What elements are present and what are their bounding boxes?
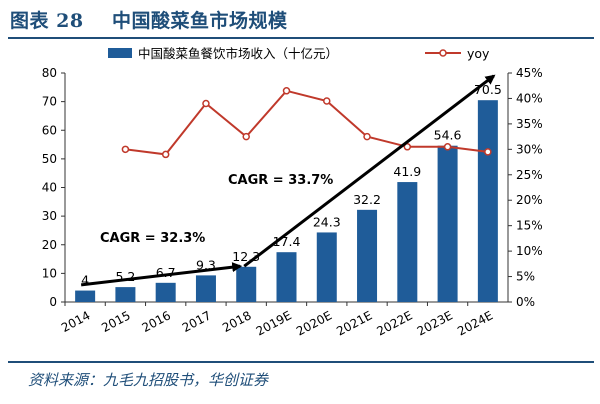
chart-legend: 中国酸菜鱼餐饮市场收入（十亿元） yoy [108, 46, 490, 61]
left-tick-label: 60 [42, 123, 57, 137]
bar-series [75, 100, 498, 302]
chart-title-text: 中国酸菜鱼市场规模 [112, 10, 288, 32]
x-tick-label: 2024E [455, 308, 495, 338]
yoy-point [202, 99, 210, 108]
bar [437, 145, 458, 302]
yoy-point [363, 132, 371, 141]
left-tick-label: 30 [42, 209, 57, 223]
yoy-point [403, 143, 412, 151]
x-tick-label: 2019E [254, 308, 294, 338]
right-tick-label: 0% [516, 295, 535, 309]
x-tick-label: 2020E [294, 308, 334, 338]
yoy-line [125, 89, 488, 156]
legend-line-label: yoy [467, 46, 490, 61]
right-tick-label: 40% [516, 91, 543, 105]
x-tick-label: 2015 [99, 308, 133, 335]
cagr-annotations: CAGR = 32.3% CAGR = 33.7% [80, 74, 496, 287]
bar-value-label: 32.2 [353, 192, 381, 207]
yoy-point [242, 132, 250, 141]
x-tick-label: 2022E [374, 308, 414, 338]
bar-value-label: 24.3 [313, 214, 341, 229]
source-note: 资料来源：九毛九招股书，华创证券 [28, 371, 269, 389]
bar [75, 290, 96, 302]
bar [115, 287, 136, 302]
bar [155, 282, 176, 302]
left-tick-label: 40 [42, 181, 57, 195]
bar [357, 209, 378, 302]
left-tick-label: 70 [42, 95, 57, 109]
yoy-series [121, 87, 492, 159]
legend-bar-label: 中国酸菜鱼餐饮市场收入（十亿元） [138, 46, 338, 61]
left-tick-label: 10 [42, 266, 57, 280]
bar-value-label: 41.9 [393, 164, 421, 179]
cagr-label: CAGR = 33.7% [228, 173, 333, 188]
bar [397, 182, 418, 302]
bar-value-label: 4 [81, 273, 89, 288]
chart-axes: 0 10 20 30 40 50 60 70 80 0% 5% 10% 15% 20% 25% 30% 35% 4… [42, 66, 543, 339]
left-tick-label: 20 [42, 238, 57, 252]
chart-title-label: 图表 28 [10, 10, 84, 32]
right-tick-label: 25% [516, 168, 543, 182]
yoy-point [323, 97, 331, 105]
chart-title: 图表 28 中国酸菜鱼市场规模 [10, 6, 288, 33]
x-tick-label: 2016 [140, 308, 174, 335]
yoy-point [484, 148, 492, 156]
cagr-arrow [80, 262, 243, 287]
x-tick-label: 2017 [180, 308, 214, 335]
right-tick-label: 20% [516, 193, 543, 207]
right-tick-label: 45% [516, 66, 543, 80]
right-tick-label: 5% [516, 270, 535, 284]
source-divider [8, 361, 594, 363]
bar [477, 100, 498, 302]
left-tick-label: 80 [42, 66, 57, 80]
right-tick-label: 30% [516, 142, 543, 156]
right-tick-label: 15% [516, 219, 543, 233]
bar [236, 266, 257, 302]
left-tick-label: 0 [49, 295, 57, 309]
cagr-arrow [243, 74, 496, 268]
cagr-label: CAGR = 32.3% [100, 231, 205, 246]
x-tick-label: 2018 [220, 308, 254, 335]
bar [316, 232, 337, 302]
yoy-point [282, 87, 291, 95]
x-tick-label: 2023E [415, 308, 455, 338]
yoy-point [443, 143, 452, 151]
bar-value-label: 6.7 [156, 265, 176, 280]
legend-bar-swatch [108, 48, 132, 58]
right-tick-label: 35% [516, 117, 543, 131]
bar-value-label: 54.6 [434, 128, 462, 143]
bar [195, 275, 216, 302]
legend-line-marker [439, 49, 447, 57]
x-tick-label: 2021E [334, 308, 374, 338]
yoy-point [121, 145, 130, 154]
right-tick-label: 10% [516, 244, 543, 258]
yoy-point [161, 150, 170, 159]
title-divider [8, 37, 594, 39]
left-tick-label: 50 [42, 152, 57, 166]
bar [276, 252, 297, 302]
x-tick-label: 2014 [59, 308, 93, 335]
